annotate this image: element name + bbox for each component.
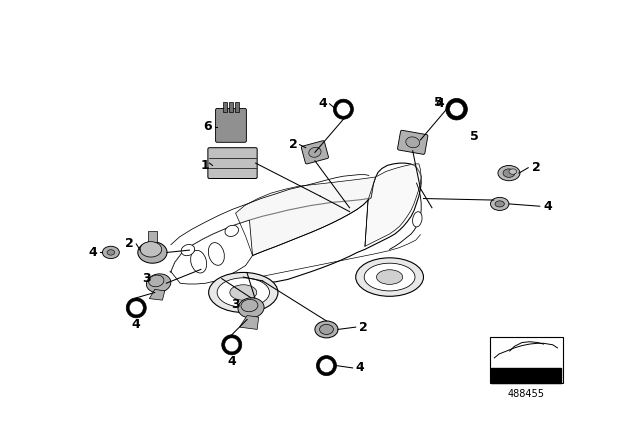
Bar	[490, 337, 563, 383]
Circle shape	[446, 99, 467, 120]
Text: 5: 5	[470, 130, 479, 143]
Circle shape	[319, 359, 333, 373]
Ellipse shape	[241, 299, 258, 312]
Bar	[148, 231, 157, 242]
Ellipse shape	[406, 137, 420, 148]
Ellipse shape	[181, 245, 195, 256]
Ellipse shape	[376, 270, 403, 284]
Text: 2: 2	[359, 321, 367, 334]
Ellipse shape	[413, 212, 422, 227]
Bar	[223, 102, 227, 112]
Ellipse shape	[191, 250, 207, 273]
Ellipse shape	[217, 278, 269, 307]
Text: 3: 3	[231, 297, 240, 310]
Text: 2: 2	[125, 237, 134, 250]
Text: 488455: 488455	[508, 389, 545, 399]
Ellipse shape	[238, 298, 264, 318]
Ellipse shape	[209, 243, 225, 265]
Text: 4: 4	[132, 318, 141, 331]
Text: 5: 5	[434, 96, 442, 109]
Ellipse shape	[147, 274, 171, 293]
Ellipse shape	[503, 169, 515, 177]
Ellipse shape	[308, 147, 321, 157]
Ellipse shape	[315, 321, 338, 338]
Polygon shape	[170, 163, 421, 284]
Text: 6: 6	[203, 121, 211, 134]
Circle shape	[221, 335, 242, 355]
Bar	[228, 102, 234, 112]
Polygon shape	[171, 220, 253, 284]
Circle shape	[450, 102, 463, 116]
Polygon shape	[492, 368, 561, 383]
Text: 1: 1	[200, 159, 209, 172]
Circle shape	[333, 99, 353, 119]
Text: 4: 4	[318, 97, 327, 110]
Text: 4: 4	[88, 246, 97, 259]
FancyBboxPatch shape	[216, 108, 246, 142]
Ellipse shape	[356, 258, 424, 296]
Ellipse shape	[509, 169, 516, 174]
Circle shape	[337, 102, 350, 116]
Ellipse shape	[138, 241, 167, 263]
FancyBboxPatch shape	[397, 130, 428, 155]
Circle shape	[316, 356, 337, 375]
Text: 4: 4	[543, 200, 552, 213]
Ellipse shape	[498, 165, 520, 181]
Polygon shape	[239, 315, 259, 329]
Polygon shape	[236, 177, 376, 255]
Text: 2: 2	[532, 161, 541, 174]
Ellipse shape	[495, 201, 504, 207]
Polygon shape	[149, 289, 164, 300]
Text: 2: 2	[289, 138, 298, 151]
Bar	[235, 102, 239, 112]
Ellipse shape	[140, 241, 162, 257]
FancyBboxPatch shape	[301, 141, 328, 164]
Circle shape	[126, 298, 147, 318]
Text: 4: 4	[227, 355, 236, 368]
Circle shape	[225, 338, 239, 352]
Ellipse shape	[209, 272, 278, 313]
Text: 4: 4	[355, 362, 364, 375]
Circle shape	[129, 301, 143, 315]
Ellipse shape	[364, 263, 415, 291]
Text: 4: 4	[436, 97, 445, 110]
Ellipse shape	[148, 275, 164, 287]
Ellipse shape	[102, 246, 119, 258]
Ellipse shape	[225, 225, 239, 237]
Ellipse shape	[107, 250, 115, 255]
FancyBboxPatch shape	[208, 148, 257, 178]
Ellipse shape	[490, 198, 509, 211]
Ellipse shape	[230, 285, 257, 300]
Polygon shape	[365, 164, 421, 246]
Text: 3: 3	[142, 272, 150, 285]
Ellipse shape	[319, 324, 333, 334]
